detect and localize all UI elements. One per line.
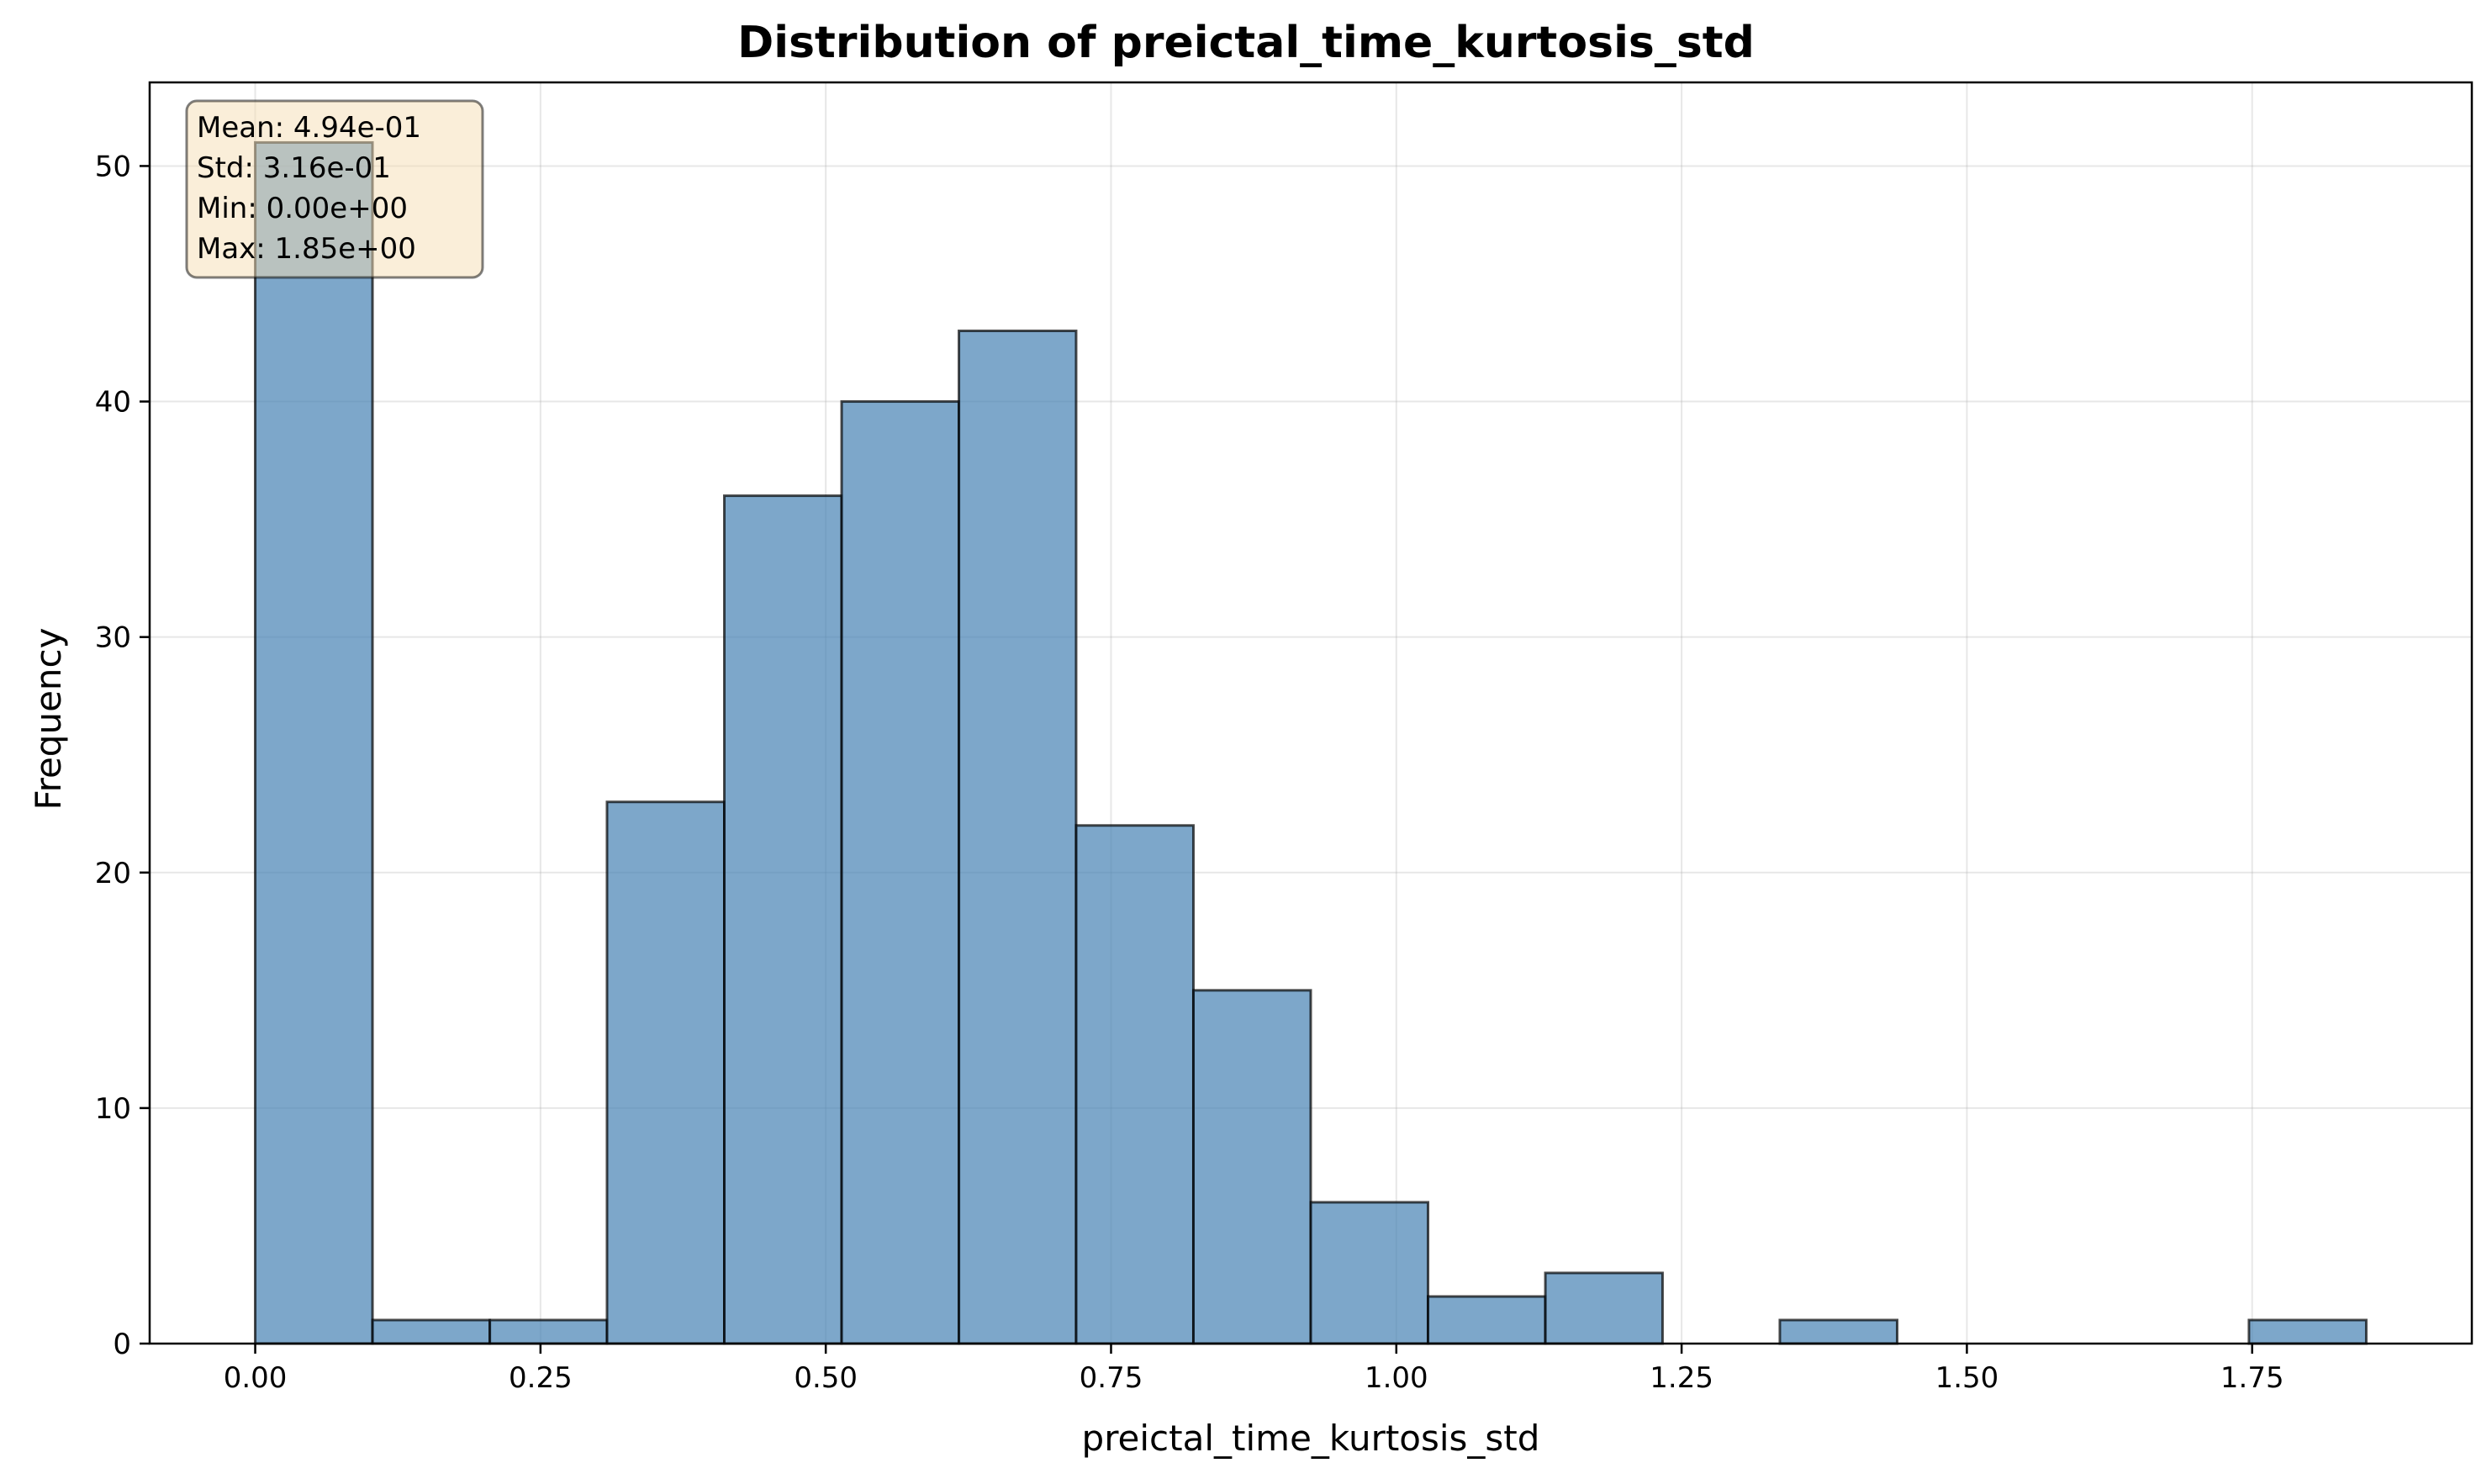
y-tick-label: 40 — [95, 386, 131, 420]
histogram-bar — [2247, 1318, 2368, 1345]
stats-min: Min: 0.00e+00 — [197, 192, 408, 225]
x-axis-ticks: 0.00 0.25 0.50 0.75 1.00 1.25 1.50 1.75 — [224, 1344, 2284, 1395]
y-tick-label: 30 — [95, 621, 131, 655]
histogram-bar — [958, 330, 1078, 1345]
histogram-bar — [1778, 1318, 1898, 1345]
histogram-bar — [723, 494, 843, 1345]
histogram-bar — [1427, 1295, 1547, 1345]
x-tick-label: 1.25 — [1650, 1361, 1713, 1395]
grid-lines — [150, 82, 2472, 1344]
y-axis-ticks: 0 10 20 30 40 50 — [95, 150, 150, 1361]
x-tick-label: 0.00 — [224, 1361, 288, 1395]
histogram-bar — [605, 800, 726, 1345]
histogram-bar — [371, 1318, 492, 1345]
y-tick-label: 20 — [95, 857, 131, 890]
chart-title: Distribution of preictal_time_kurtosis_s… — [737, 18, 1755, 68]
y-tick-label: 0 — [113, 1328, 131, 1361]
x-axis-label: preictal_time_kurtosis_std — [1082, 1418, 1540, 1459]
histogram-bar — [488, 1318, 609, 1345]
stats-box-background — [185, 99, 484, 279]
histogram-bar — [1544, 1271, 1664, 1345]
stats-mean: Mean: 4.94e-01 — [197, 111, 421, 145]
x-tick-label: 1.75 — [2220, 1361, 2284, 1395]
y-tick-label: 10 — [95, 1092, 131, 1126]
y-axis-label: Frequency — [28, 628, 69, 811]
histogram-bars — [254, 140, 2368, 1345]
histogram-bar — [1309, 1201, 1430, 1345]
histogram-bar — [1074, 824, 1195, 1345]
x-tick-label: 1.50 — [1935, 1361, 1999, 1395]
x-tick-label: 0.50 — [794, 1361, 858, 1395]
histogram-bar — [840, 400, 961, 1345]
stats-std: Std: 3.16e-01 — [197, 151, 391, 185]
plot-frame — [148, 81, 2474, 1345]
x-tick-label: 0.25 — [509, 1361, 573, 1395]
x-tick-label: 0.75 — [1080, 1361, 1143, 1395]
stats-box: Mean: 4.94e-01 Std: 3.16e-01 Min: 0.00e+… — [185, 99, 484, 279]
stats-max: Max: 1.85e+00 — [197, 232, 416, 266]
histogram-bar — [1191, 989, 1312, 1345]
histogram-bar — [254, 140, 374, 1345]
x-tick-label: 1.00 — [1365, 1361, 1428, 1395]
y-tick-label: 50 — [95, 150, 131, 183]
